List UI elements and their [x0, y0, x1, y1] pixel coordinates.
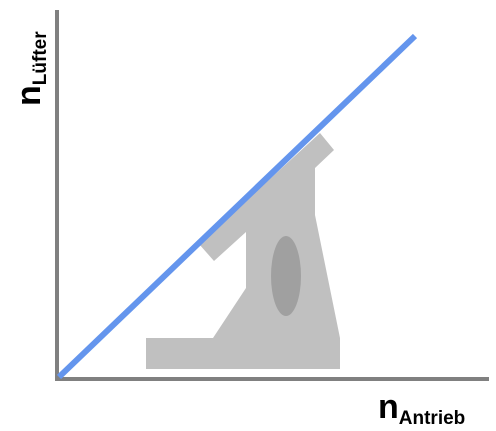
- x-axis-label: nAntrieb: [378, 388, 465, 429]
- pump-housing-illustration: [146, 133, 340, 369]
- pump-window-ellipse: [271, 236, 301, 316]
- x-axis-label-letter: n: [378, 388, 399, 426]
- y-axis-label-subscript: Lüfter: [30, 31, 51, 85]
- y-axis-label: nLüfter: [10, 31, 51, 106]
- y-axis-label-letter: n: [10, 85, 48, 106]
- pump-housing-shape: [146, 133, 340, 369]
- x-axis-label-subscript: Antrieb: [399, 408, 466, 429]
- characteristic-line: [56, 33, 418, 380]
- svg-text:nLüfter: nLüfter: [10, 31, 51, 106]
- svg-text:nAntrieb: nAntrieb: [378, 388, 465, 429]
- axes: [55, 10, 489, 381]
